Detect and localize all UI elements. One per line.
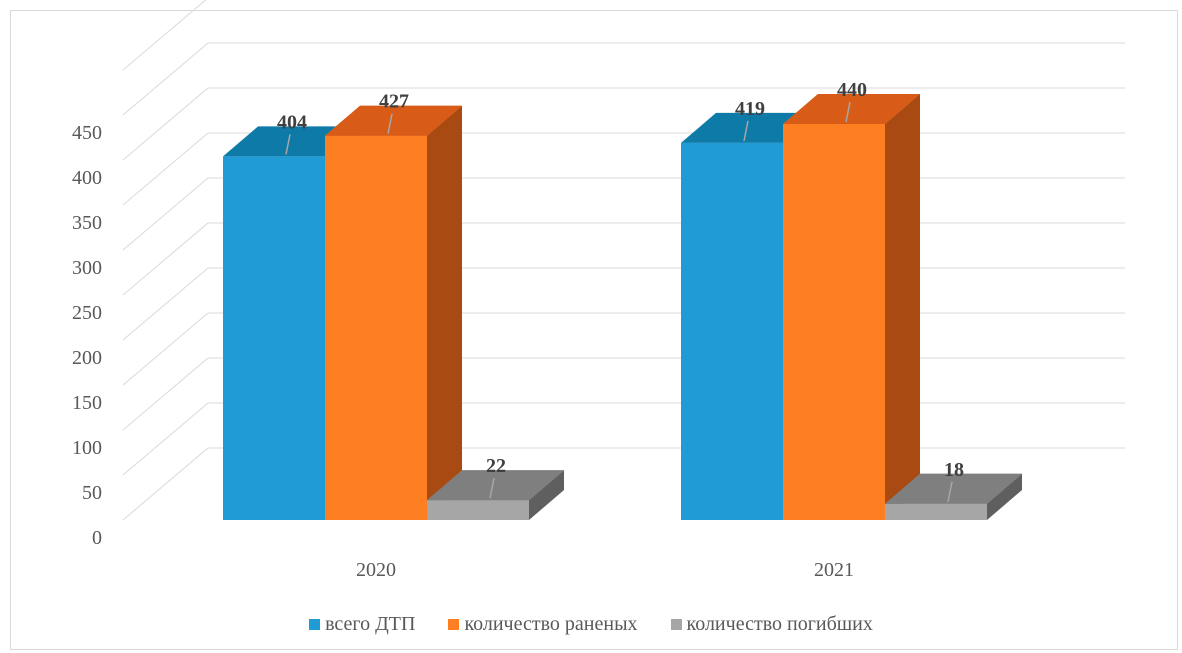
y-tick-label: 450	[72, 122, 102, 144]
data-label: 427	[379, 91, 409, 113]
leader-line	[947, 481, 953, 502]
bar-front-overlay	[325, 135, 427, 520]
x-category-label: 2020	[356, 559, 396, 581]
leader-line	[845, 101, 851, 123]
leader-line	[743, 120, 749, 142]
bar-top-overlay	[783, 94, 920, 124]
gridline-side	[122, 132, 209, 206]
bar-front-overlay	[783, 124, 885, 520]
bars	[223, 94, 1022, 521]
bar-top-overlay	[427, 470, 564, 501]
data-label: 22	[486, 455, 506, 477]
legend-item: количество погибших	[670, 613, 873, 636]
y-tick-label: 200	[72, 347, 102, 369]
y-tick-label: 400	[72, 167, 102, 189]
legend-label: количество раненых	[464, 613, 638, 635]
gridline-side	[122, 312, 209, 386]
legend-swatch	[309, 619, 321, 630]
bar-front-overlay	[427, 500, 529, 520]
legend-item: количество раненых	[448, 613, 638, 636]
gridline-side	[122, 447, 209, 521]
y-tick-label: 150	[72, 392, 102, 414]
data-labels: 404 427 22 419 440 18	[277, 79, 964, 502]
data-label: 419	[735, 98, 765, 120]
legend-label: количество погибших	[686, 613, 873, 635]
data-label: 440	[837, 79, 867, 101]
bar-chart: 0 50 100 150 200 250 300 350 400 450 2020 2021 404…	[72, 0, 1125, 581]
x-category-label: 2021	[814, 559, 854, 581]
gridline-side	[122, 402, 209, 476]
legend: всего ДТП количество раненых количество …	[0, 613, 1182, 636]
y-tick-label: 250	[72, 302, 102, 324]
bar-side	[987, 473, 1022, 520]
legend-swatch	[448, 619, 460, 630]
bar-front	[223, 156, 325, 520]
y-axis-ticks: 0 50 100 150 200 250 300 350 400 450	[72, 122, 102, 549]
legend-item: всего ДТП	[309, 613, 415, 636]
gridline-side	[122, 357, 209, 431]
bar-top-overlay	[325, 105, 462, 136]
y-tick-label: 350	[72, 212, 102, 234]
y-tick-label: 0	[92, 527, 102, 549]
bar-side	[529, 470, 564, 520]
legend-swatch	[670, 619, 682, 630]
gridline-side	[122, 87, 209, 161]
leader-line	[387, 113, 393, 134]
y-tick-label: 100	[72, 437, 102, 459]
x-axis-labels: 2020 2021	[356, 559, 854, 581]
gridline-side	[122, 222, 209, 296]
leader-line	[489, 478, 495, 499]
gridline-side	[122, 0, 207, 71]
y-tick-label: 50	[82, 482, 102, 504]
legend-label: всего ДТП	[325, 613, 416, 635]
chart-frame	[10, 10, 1178, 650]
gridline-side	[122, 267, 209, 341]
bar-front-overlay	[885, 503, 987, 520]
bar-top-overlay	[885, 473, 1022, 504]
gridline-side	[122, 42, 209, 116]
bar-side	[885, 94, 920, 520]
bar-side	[427, 105, 462, 520]
gridline-side	[122, 177, 209, 251]
y-tick-label: 300	[72, 257, 102, 279]
data-label: 404	[277, 111, 307, 133]
bar-front	[681, 142, 783, 520]
data-label: 18	[944, 459, 964, 481]
leader-line	[285, 134, 291, 155]
